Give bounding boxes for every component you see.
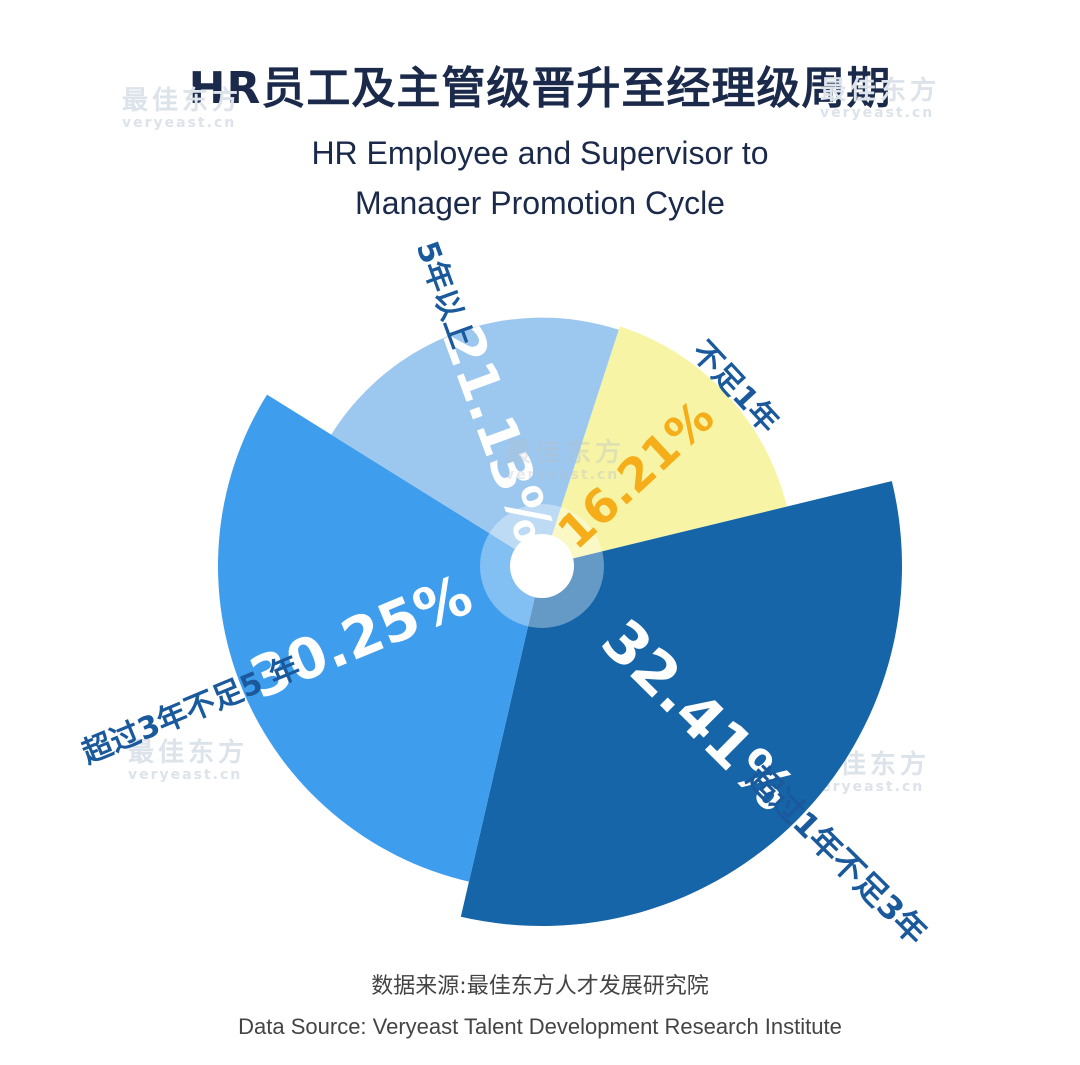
category-label: 5年以上 <box>409 237 480 353</box>
data-source-en: Data Source: Veryeast Talent Development… <box>238 1014 842 1039</box>
watermark: 最佳东方 veryeast.cn <box>505 438 626 483</box>
rose-slice <box>331 317 619 566</box>
category-label: 超过1年不足3年 <box>740 758 935 951</box>
chart-title-cn: HR员工及主管级晋升至经理级周期 <box>188 63 892 114</box>
watermark: 最佳东方 veryeast.cn <box>128 738 249 783</box>
data-source-cn: 数据来源:最佳东方人才发展研究院 <box>371 974 709 999</box>
rose-slice <box>217 394 542 882</box>
rose-slice <box>460 481 902 927</box>
watermark: 最佳东方 veryeast.cn <box>820 76 941 121</box>
rose-slice <box>542 326 787 566</box>
chart-title-en-line1: HR Employee and Supervisor to <box>311 135 769 171</box>
watermark: 最佳东方 veryeast.cn <box>122 86 243 131</box>
chart-title-en: HR Employee and Supervisor to Manager Pr… <box>0 128 1080 228</box>
chart-title-en-line2: Manager Promotion Cycle <box>355 185 725 221</box>
center-hole <box>510 534 574 598</box>
